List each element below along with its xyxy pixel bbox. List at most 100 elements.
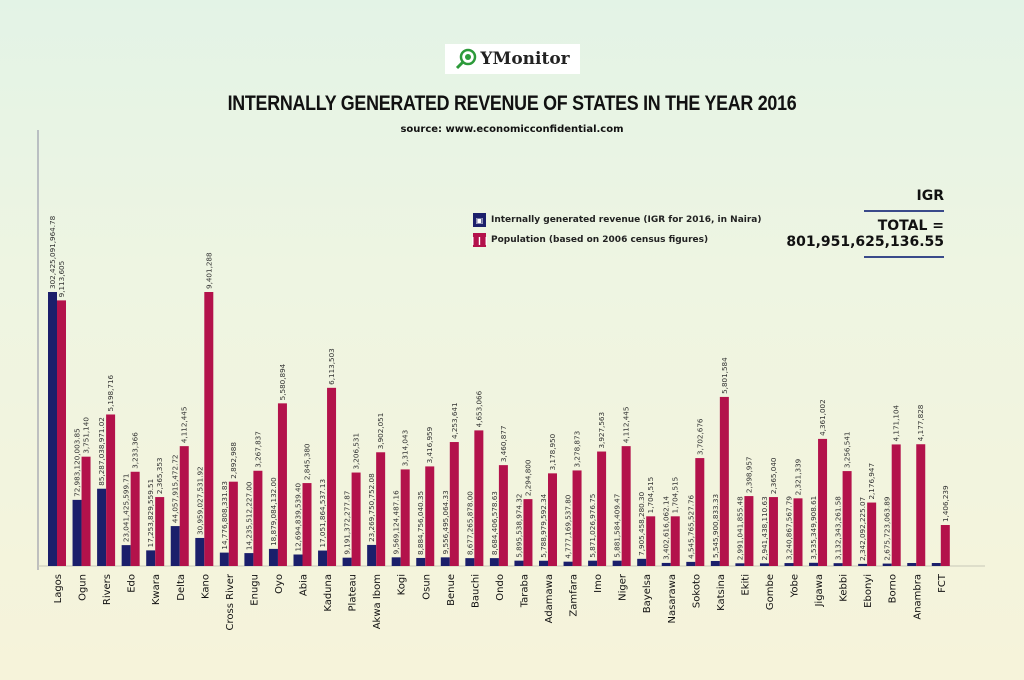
- bar-population: [498, 465, 508, 566]
- chart-title: INTERNALLY GENERATED REVENUE OF STATES I…: [227, 92, 797, 115]
- bar-igr: [465, 558, 475, 566]
- data-label-population: 4,653,066: [474, 390, 483, 427]
- bar-population: [523, 499, 533, 566]
- data-label-population: 4,177,828: [916, 404, 925, 441]
- data-label-igr: 72,983,120,003.85: [73, 428, 82, 497]
- x-tick-label: Sokoto: [691, 574, 702, 608]
- data-label-population: 3,314,043: [401, 430, 410, 467]
- bar-igr: [539, 560, 548, 566]
- data-label-igr: 3,240,867,567.79: [785, 496, 794, 560]
- data-label-population: 3,702,676: [695, 418, 704, 455]
- x-tick-label: Plateau: [348, 574, 359, 611]
- data-label-igr: 23,041,425,599.71: [122, 474, 131, 543]
- x-tick-label: Bauchi: [470, 574, 481, 608]
- x-tick-label: Ebonyi: [863, 574, 874, 608]
- x-tick-label: Adamawa: [544, 574, 555, 623]
- x-tick-label: Delta: [176, 574, 187, 601]
- x-tick-label: Katsina: [716, 574, 727, 611]
- x-tick-label: Ekiti: [740, 574, 751, 596]
- bar-igr: [146, 550, 156, 566]
- data-label-igr: 23,269,750,752.08: [367, 473, 376, 542]
- bar-igr: [612, 560, 622, 566]
- bar-igr: [563, 561, 573, 566]
- bar-population: [719, 396, 729, 566]
- bar-population: [204, 292, 214, 566]
- x-tick-label: Kwara: [151, 574, 162, 605]
- data-label-igr: 8,677,265,878.00: [465, 491, 474, 555]
- bar-population: [130, 471, 140, 566]
- bar-population: [179, 446, 189, 566]
- total-value: 801,951,625,136.55: [786, 234, 944, 250]
- x-tick-label: Ogun: [78, 574, 89, 601]
- data-label-population: 5,580,894: [278, 363, 287, 400]
- data-label-igr: 3,535,349,908.61: [809, 496, 818, 560]
- bar-population: [302, 483, 312, 566]
- logo-text: YMonitor: [480, 49, 570, 69]
- bar-population: [277, 403, 287, 566]
- x-tick-label: Abia: [299, 574, 310, 596]
- data-label-igr: 9,569,124,487.16: [392, 490, 401, 554]
- x-tick-label: Lagos: [53, 574, 64, 603]
- x-tick-label: Nasarawa: [667, 574, 678, 624]
- data-label-population: 3,178,950: [548, 433, 557, 470]
- data-label-igr: 14,235,512,227.00: [244, 481, 253, 550]
- x-tick-label: Akwa Ibom: [372, 574, 383, 629]
- x-tick-label: Bayelsa: [642, 574, 653, 613]
- x-tick-label: Kaduna: [323, 574, 334, 612]
- bar-igr: [809, 562, 819, 566]
- legend: ▣ Internally generated revenue (IGR for …: [469, 210, 762, 250]
- bar-population: [744, 496, 754, 566]
- bar-population: [228, 481, 238, 566]
- x-tick-label: Rivers: [102, 574, 113, 605]
- data-label-population: 5,801,584: [720, 357, 729, 394]
- bar-population: [449, 442, 459, 566]
- data-label-population: 3,416,959: [425, 426, 434, 463]
- data-label-population: 2,892,988: [229, 442, 238, 479]
- data-label-population: 3,902,051: [376, 413, 385, 450]
- bar-igr: [710, 560, 720, 566]
- bar-population: [400, 469, 410, 566]
- data-label-igr: 17,051,864,537.13: [318, 479, 327, 548]
- x-tick-label: Edo: [127, 574, 138, 593]
- x-tick-label: Benue: [446, 574, 457, 606]
- bar-igr: [931, 563, 941, 566]
- data-label-igr: 44,057,915,472.72: [171, 454, 180, 523]
- x-tick-label: Borno: [888, 574, 899, 603]
- data-label-igr: 9,556,495,064.33: [441, 490, 450, 554]
- data-label-population: 1,704,515: [646, 477, 655, 514]
- bar-igr: [391, 557, 401, 566]
- data-label-igr: 4,545,765,527.76: [686, 494, 695, 558]
- data-label-population: 2,321,339: [794, 458, 803, 495]
- bar-igr: [367, 544, 377, 566]
- bar-population: [916, 444, 926, 566]
- data-label-igr: 2,342,092,225.07: [858, 497, 867, 561]
- divider: [864, 256, 944, 258]
- x-tick-label: Oyo: [274, 574, 285, 594]
- bar-population: [646, 516, 656, 566]
- bar-igr: [268, 548, 278, 566]
- data-label-population: 6,113,503: [327, 348, 336, 385]
- data-label-population: 9,113,605: [57, 261, 66, 298]
- data-label-population: 4,112,445: [180, 407, 189, 444]
- data-label-population: 1,406,239: [941, 485, 950, 522]
- data-label-igr: 18,879,084,132.00: [269, 477, 278, 546]
- data-label-igr: 14,776,808,331.83: [220, 481, 229, 550]
- x-tick-label: Kebbi: [839, 574, 850, 602]
- data-label-igr: 85,287,038,971.02: [97, 417, 106, 486]
- bar-population: [548, 473, 557, 566]
- bar-igr: [121, 545, 131, 566]
- bar-population: [351, 472, 361, 566]
- ymonitor-logo: YMonitor: [445, 44, 580, 74]
- bar-igr: [219, 552, 229, 566]
- bar-population: [425, 466, 435, 566]
- x-tick-label: Enugu: [249, 574, 260, 606]
- x-tick-label: Cross River: [225, 573, 236, 630]
- bar-igr: [244, 553, 254, 566]
- data-label-igr: 2,991,041,855.48: [735, 496, 744, 560]
- bar-igr: [318, 550, 328, 566]
- bar-igr: [833, 563, 843, 566]
- bar-igr: [416, 557, 426, 566]
- bar-igr: [170, 526, 180, 566]
- bar-igr: [97, 488, 107, 566]
- bar-population: [597, 451, 607, 566]
